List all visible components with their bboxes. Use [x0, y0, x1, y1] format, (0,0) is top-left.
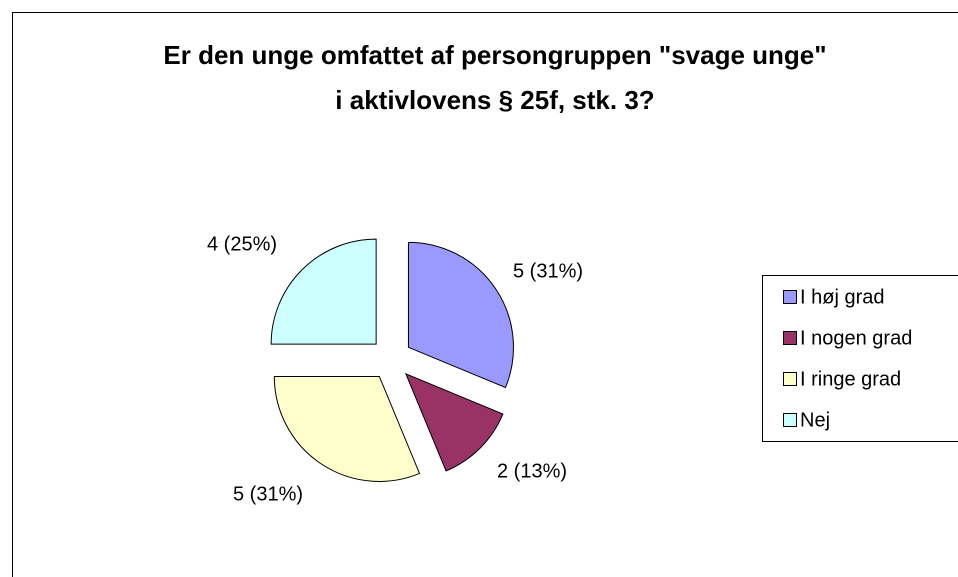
chart-frame: [12, 12, 958, 577]
data-label: 5 (31%): [233, 483, 303, 505]
pie-slice: [273, 375, 421, 482]
legend-swatch: [783, 372, 797, 386]
legend-swatch: [783, 331, 797, 345]
legend-swatch: [783, 290, 797, 304]
pie-slice: [407, 241, 514, 389]
chart-title: Er den unge omfattet af persongruppen "s…: [163, 40, 826, 115]
legend-label: I ringe grad: [800, 368, 901, 390]
legend-label: Nej: [800, 409, 830, 431]
data-label: 4 (25%): [207, 233, 277, 255]
data-label: 5 (31%): [513, 260, 583, 282]
pie-slice: [270, 238, 377, 345]
data-label: 2 (13%): [497, 460, 567, 482]
legend-swatch: [783, 413, 797, 427]
legend-label: I høj grad: [800, 286, 884, 308]
pie-slice: [404, 372, 504, 472]
legend-label: I nogen grad: [800, 327, 912, 349]
